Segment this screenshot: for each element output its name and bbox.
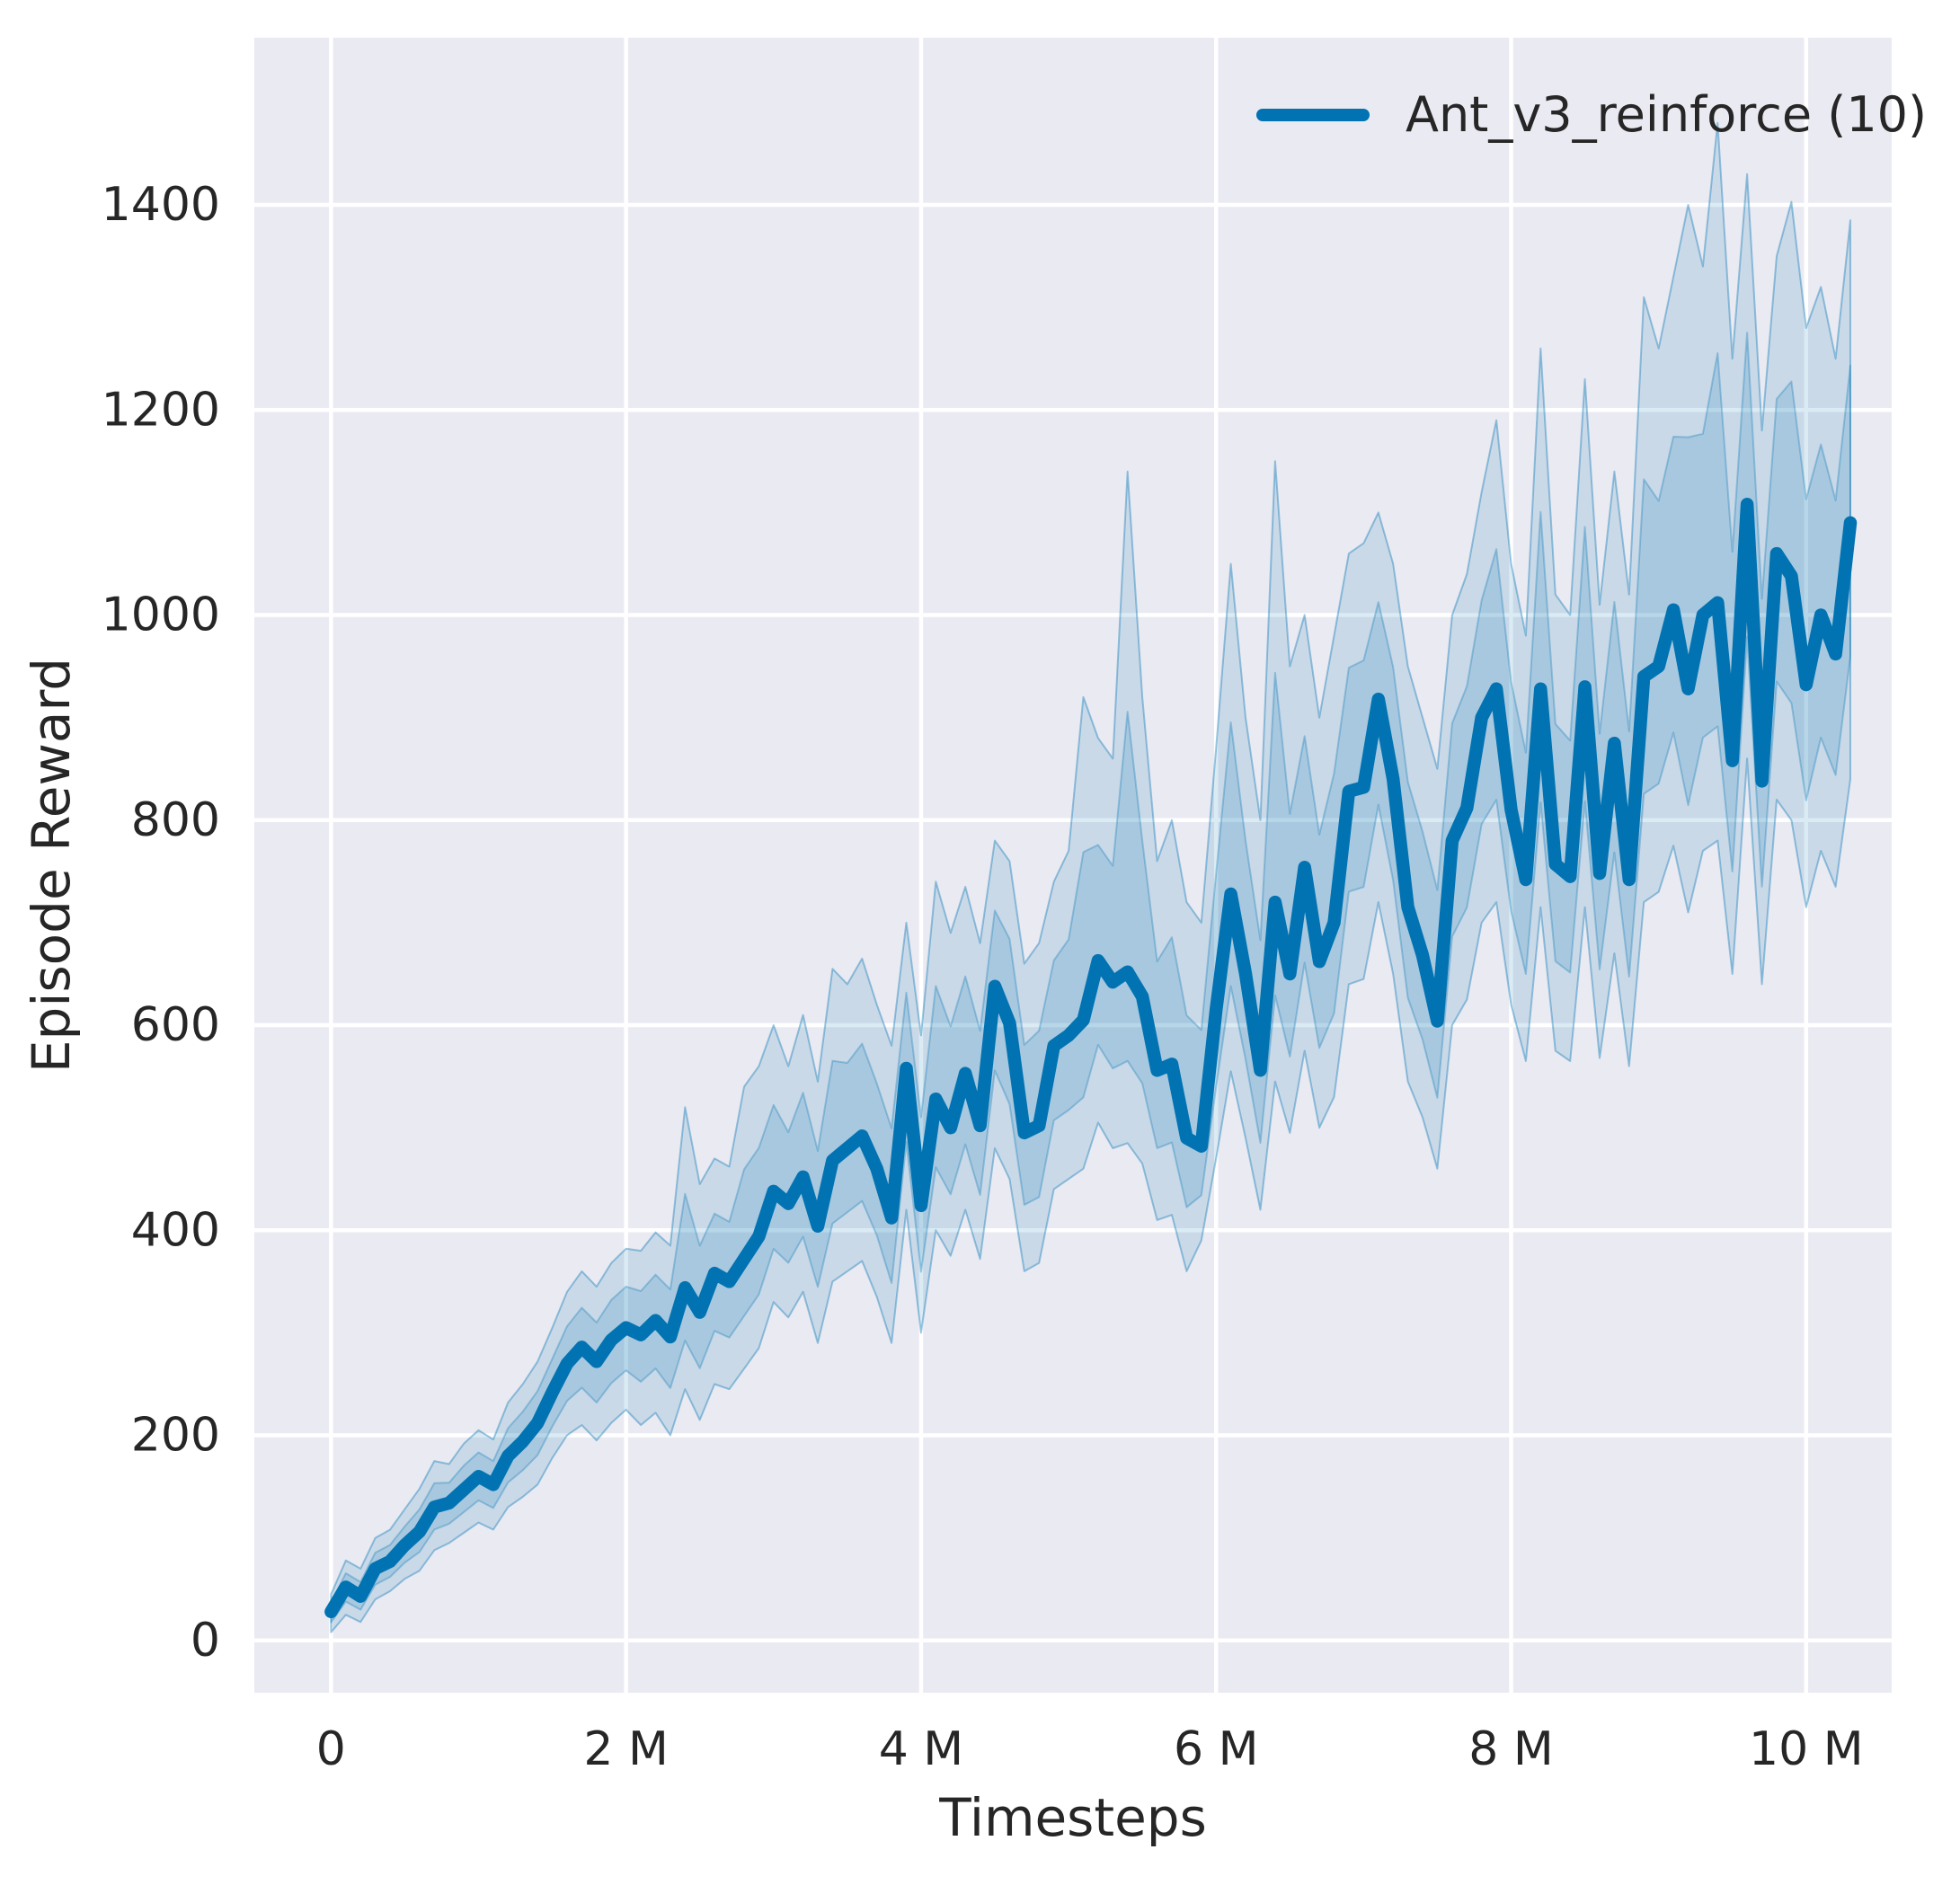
x-axis-label: Timesteps	[939, 1787, 1207, 1848]
y-tick-label: 800	[131, 793, 220, 847]
legend: Ant_v3_reinforce (10)	[1256, 86, 1927, 143]
y-axis-label: Episode Reward	[21, 657, 82, 1074]
y-tick-label: 1400	[102, 178, 220, 232]
x-tick-label: 6 M	[1174, 1722, 1258, 1776]
x-tick-label: 2 M	[583, 1722, 668, 1776]
y-tick-label: 1000	[102, 589, 220, 642]
y-tick-label: 600	[131, 998, 220, 1052]
plot-background	[254, 38, 1892, 1693]
y-tick-label: 400	[131, 1203, 220, 1257]
y-tick-label: 1200	[102, 383, 220, 437]
x-tick-label: 8 M	[1468, 1722, 1553, 1776]
confidence-band-outer	[330, 121, 1851, 1633]
x-tick-label: 0	[316, 1722, 346, 1776]
x-tick-label: 4 M	[879, 1722, 963, 1776]
y-tick-label: 200	[131, 1409, 220, 1463]
mean-line	[324, 498, 1858, 1619]
y-tick-label: 0	[191, 1614, 220, 1668]
legend-line-swatch	[1256, 108, 1370, 121]
legend-label: Ant_v3_reinforce (10)	[1406, 86, 1928, 143]
x-tick-label: 10 M	[1749, 1722, 1864, 1776]
